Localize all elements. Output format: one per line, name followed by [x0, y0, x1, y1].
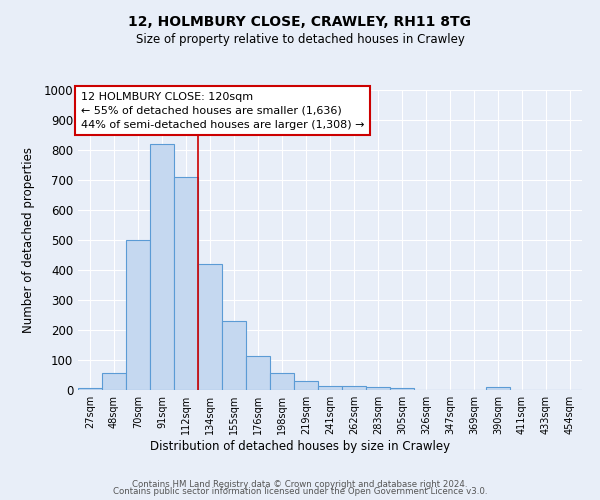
Text: Distribution of detached houses by size in Crawley: Distribution of detached houses by size … — [150, 440, 450, 453]
Text: Contains public sector information licensed under the Open Government Licence v3: Contains public sector information licen… — [113, 488, 487, 496]
Text: 12 HOLMBURY CLOSE: 120sqm
← 55% of detached houses are smaller (1,636)
44% of se: 12 HOLMBURY CLOSE: 120sqm ← 55% of detac… — [80, 92, 364, 130]
Bar — [486, 387, 510, 390]
Bar — [246, 356, 270, 390]
Bar — [174, 177, 198, 390]
Y-axis label: Number of detached properties: Number of detached properties — [22, 147, 35, 333]
Bar — [78, 388, 102, 390]
Bar — [318, 386, 342, 390]
Bar — [342, 386, 366, 390]
Bar — [198, 264, 222, 390]
Bar — [366, 387, 390, 390]
Text: Size of property relative to detached houses in Crawley: Size of property relative to detached ho… — [136, 32, 464, 46]
Bar — [102, 372, 126, 390]
Text: Contains HM Land Registry data © Crown copyright and database right 2024.: Contains HM Land Registry data © Crown c… — [132, 480, 468, 489]
Bar — [222, 321, 246, 390]
Bar — [270, 373, 294, 390]
Bar — [126, 240, 150, 390]
Bar — [150, 144, 174, 390]
Bar — [390, 388, 414, 390]
Text: 12, HOLMBURY CLOSE, CRAWLEY, RH11 8TG: 12, HOLMBURY CLOSE, CRAWLEY, RH11 8TG — [128, 15, 472, 29]
Bar — [294, 381, 318, 390]
